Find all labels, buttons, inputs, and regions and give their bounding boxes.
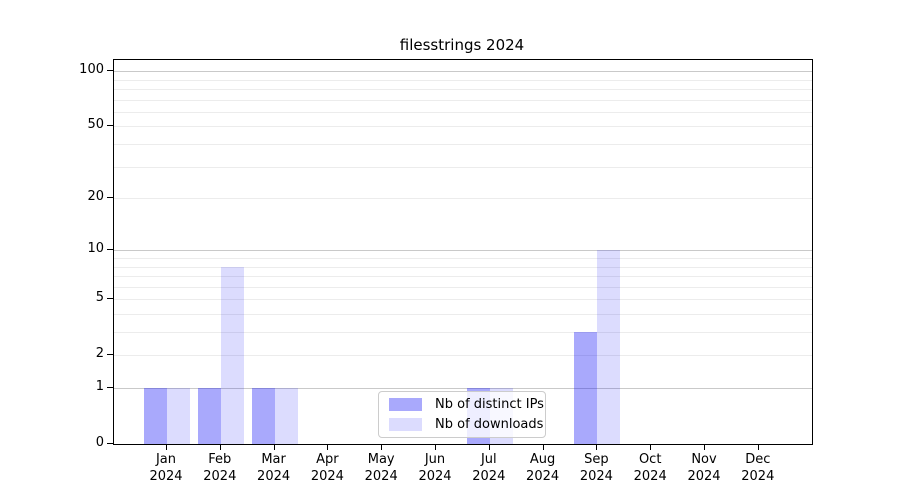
legend-swatch bbox=[389, 418, 422, 431]
gridline bbox=[114, 111, 812, 113]
gridline bbox=[114, 355, 812, 357]
y-tick-label: 0 bbox=[95, 435, 104, 450]
legend-label: Nb of downloads bbox=[435, 417, 544, 432]
x-tick bbox=[488, 444, 490, 450]
gridline bbox=[114, 276, 812, 277]
legend-item: Nb of distinct IPs bbox=[379, 396, 545, 413]
bar-distinct-ips bbox=[574, 332, 598, 444]
x-tick bbox=[704, 444, 705, 450]
bar-downloads bbox=[220, 266, 244, 444]
x-tick bbox=[273, 444, 275, 450]
gridline bbox=[114, 126, 812, 128]
gridline bbox=[114, 388, 812, 389]
x-tick-label: Jul 2024 bbox=[472, 452, 506, 484]
bar-downloads bbox=[167, 388, 190, 444]
x-tick bbox=[435, 444, 436, 450]
x-tick-label: Dec 2024 bbox=[741, 452, 775, 484]
gridline bbox=[114, 314, 812, 315]
gridline bbox=[114, 198, 812, 200]
bar-downloads bbox=[274, 388, 298, 444]
chart-title: filesstrings 2024 bbox=[399, 36, 525, 54]
gridline bbox=[114, 99, 812, 101]
x-tick bbox=[542, 444, 544, 450]
y-tick-label: 10 bbox=[87, 241, 104, 257]
x-tick-label: Nov 2024 bbox=[687, 452, 721, 484]
bar-distinct-ips bbox=[197, 388, 221, 444]
y-tick-label: 2 bbox=[95, 346, 104, 362]
gridline bbox=[114, 166, 812, 168]
bar-downloads bbox=[597, 250, 621, 444]
x-tick bbox=[327, 444, 329, 450]
x-tick-label: Jan 2024 bbox=[149, 452, 183, 484]
x-tick bbox=[596, 444, 598, 450]
legend: Nb of distinct IPs Nb of downloads bbox=[378, 391, 546, 438]
gridline bbox=[114, 286, 812, 288]
bar-distinct-ips bbox=[144, 388, 167, 444]
gridline bbox=[114, 144, 812, 145]
gridline bbox=[114, 89, 812, 90]
plot-area bbox=[113, 59, 813, 445]
y-tick bbox=[107, 249, 113, 251]
gridline bbox=[114, 71, 812, 73]
x-tick-label: Aug 2024 bbox=[526, 452, 560, 484]
y-tick-label: 20 bbox=[87, 189, 104, 205]
x-tick bbox=[381, 444, 383, 450]
x-tick-label: Sep 2024 bbox=[579, 452, 613, 484]
gridline bbox=[114, 299, 812, 301]
gridline bbox=[114, 258, 812, 259]
y-tick bbox=[107, 197, 113, 199]
x-tick bbox=[650, 444, 652, 450]
x-tick-label: Feb 2024 bbox=[203, 452, 237, 484]
y-tick bbox=[107, 125, 113, 127]
x-tick-label: Mar 2024 bbox=[257, 452, 291, 484]
x-tick bbox=[757, 444, 759, 450]
y-tick bbox=[107, 298, 113, 300]
gridline bbox=[114, 79, 812, 81]
y-tick-label: 50 bbox=[87, 117, 104, 133]
gridline bbox=[114, 332, 812, 333]
x-tick bbox=[219, 444, 221, 450]
bar-distinct-ips bbox=[251, 388, 275, 444]
x-tick-label: Jun 2024 bbox=[418, 452, 452, 484]
gridline bbox=[114, 266, 812, 268]
y-tick-label: 1 bbox=[95, 379, 104, 394]
x-tick bbox=[166, 444, 167, 450]
y-tick bbox=[107, 387, 113, 388]
gridline bbox=[114, 250, 812, 252]
y-tick-label: 100 bbox=[79, 62, 104, 78]
x-tick-label: May 2024 bbox=[364, 452, 398, 484]
y-tick bbox=[107, 70, 113, 72]
legend-swatch bbox=[389, 398, 422, 411]
y-tick bbox=[107, 354, 113, 356]
legend-label: Nb of distinct IPs bbox=[435, 397, 544, 412]
y-tick bbox=[107, 443, 113, 444]
x-tick-label: Oct 2024 bbox=[633, 452, 667, 484]
legend-item: Nb of downloads bbox=[379, 416, 545, 433]
y-tick-label: 5 bbox=[95, 290, 104, 306]
x-tick-label: Apr 2024 bbox=[310, 452, 344, 484]
